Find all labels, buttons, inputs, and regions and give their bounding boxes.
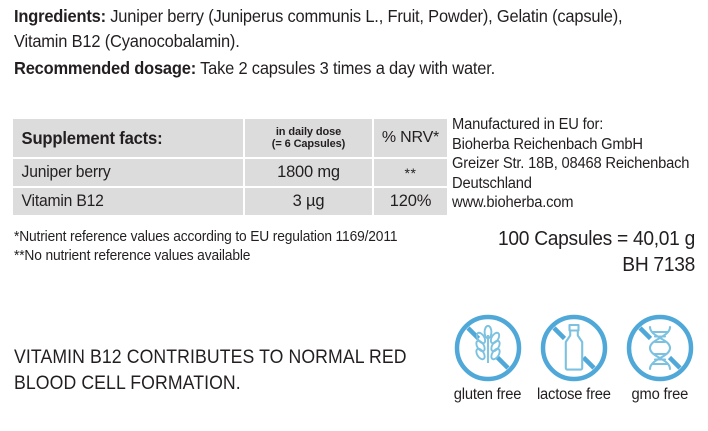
free-from-badges: gluten free lactose free	[448, 311, 700, 404]
nutrient-dose-cell: 1800 mg	[244, 158, 374, 188]
table-title-cell: Supplement facts:	[13, 119, 245, 159]
health-claim-line-1: VITAMIN B12 CONTRIBUTES TO NORMAL RED	[14, 347, 407, 368]
nrv-header-label: % NRV*	[381, 129, 440, 146]
count-batch-block: 100 Capsules = 40,01 g BH 7138	[452, 228, 695, 277]
dosage-paragraph: Recommended dosage: Take 2 capsules 3 ti…	[14, 56, 653, 81]
manufacturer-block: Manufactured in EU for: Bioherba Reichen…	[452, 115, 689, 213]
manufacturer-intro: Manufactured in EU for:	[452, 116, 604, 133]
health-claim-line-2: BLOOD CELL FORMATION.	[14, 373, 241, 394]
intro-text-block: Ingredients: Juniper berry (Juniperus co…	[14, 4, 653, 81]
dose-header-cell: in daily dose (= 6 Capsules)	[244, 119, 374, 159]
nutrient-dose-cell: 3 µg	[244, 187, 374, 215]
manufacturer-country: Deutschland	[452, 174, 532, 192]
nutrient-name-cell: Juniper berry	[13, 158, 245, 188]
supplement-facts-table: Supplement facts: in daily dose (= 6 Cap…	[13, 119, 447, 215]
dosage-label: Recommended dosage:	[14, 58, 196, 78]
ingredients-text: Juniper berry (Juniperus communis L., Fr…	[14, 6, 623, 51]
badge-label-lactose: lactose free	[537, 386, 611, 403]
manufacturer-street: Greizer Str. 18B, 08468 Reichenbach	[452, 155, 690, 172]
ingredients-paragraph: Ingredients: Juniper berry (Juniperus co…	[14, 4, 653, 54]
nutrient-nrv: 120%	[389, 192, 432, 210]
ingredients-label: Ingredients:	[14, 6, 106, 26]
supplement-facts-title: Supplement facts:	[21, 127, 163, 148]
nutrient-name-cell: Vitamin B12	[13, 187, 245, 215]
dose-header-line-1: in daily dose	[275, 125, 342, 138]
manufacturer-company: Bioherba Reichenbach GmbH	[452, 135, 643, 153]
nutrient-name: Juniper berry	[21, 163, 111, 181]
nrv-header-cell: % NRV*	[373, 119, 447, 159]
health-claim-block: VITAMIN B12 CONTRIBUTES TO NORMAL RED BL…	[14, 345, 407, 397]
nutrient-dose: 1800 mg	[277, 163, 340, 181]
footnote-nrv-source: *Nutrient reference values according to …	[14, 229, 398, 245]
nutrient-dose: 3 µg	[292, 192, 325, 210]
no-gmo-icon	[626, 314, 694, 382]
badge-label-gluten: gluten free	[454, 386, 522, 403]
nutrient-name: Vitamin B12	[21, 192, 104, 210]
nutrient-nrv: **	[404, 164, 417, 181]
badge-gmo-free: gmo free	[620, 311, 700, 404]
nutrient-nrv-cell: **	[373, 158, 447, 188]
batch-code: BH 7138	[622, 254, 695, 276]
footnotes-block: *Nutrient reference values according to …	[14, 228, 397, 266]
table-row: Juniper berry 1800 mg **	[13, 158, 447, 188]
badge-label-gmo: gmo free	[631, 386, 689, 403]
manufacturer-website: www.bioherba.com	[452, 194, 574, 211]
badge-lactose-free: lactose free	[534, 311, 614, 404]
dose-header-line-2: (= 6 Capsules)	[271, 138, 346, 150]
badge-gluten-free: gluten free	[448, 311, 528, 404]
table-header-row: Supplement facts: in daily dose (= 6 Cap…	[13, 119, 447, 159]
dosage-text: Take 2 capsules 3 times a day with water…	[195, 58, 496, 78]
table-row: Vitamin B12 3 µg 120%	[13, 187, 447, 215]
nutrient-nrv-cell: 120%	[373, 187, 447, 215]
no-gluten-icon	[454, 314, 522, 382]
no-lactose-icon	[540, 314, 608, 382]
capsule-count: 100 Capsules = 40,01 g	[497, 228, 695, 250]
footnote-no-nrv: **No nutrient reference values available	[14, 248, 251, 264]
